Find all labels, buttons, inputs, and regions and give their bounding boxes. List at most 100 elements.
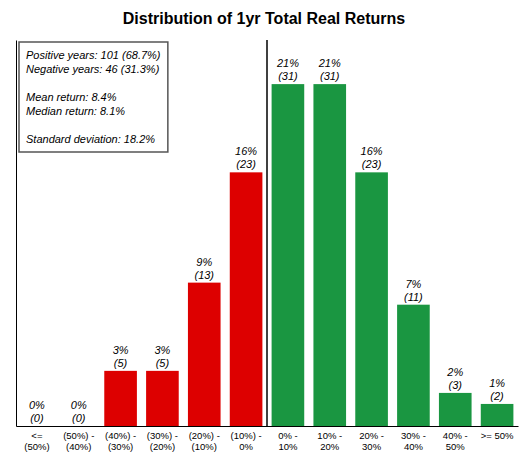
- data-label: 16%(23): [361, 145, 383, 170]
- annotation-text: Positive years: 101 (68.7%) Negative year…: [26, 49, 161, 145]
- bar: [397, 305, 430, 426]
- x-tick-label-line: 30%: [362, 441, 382, 452]
- x-tick-label-line: 30% -: [401, 430, 426, 441]
- x-tick-label-line: (30%) -: [147, 430, 178, 441]
- y-axis-line: [16, 41, 17, 427]
- x-tick-label-line: (50%) -: [63, 430, 94, 441]
- data-label-line: 0%: [29, 399, 45, 411]
- bar: [313, 84, 346, 426]
- x-tick-label-line: (40%): [66, 441, 91, 452]
- data-label: 0%(0): [71, 399, 87, 424]
- x-tick: 0% -10%: [278, 430, 298, 452]
- x-tick: 20% -30%: [359, 430, 384, 452]
- x-tick-label-line: 0% -: [278, 430, 298, 441]
- data-label-line: (2): [490, 390, 504, 402]
- x-tick: (50%) -(40%): [63, 430, 94, 452]
- x-tick-label-line: (20%) -: [189, 430, 220, 441]
- x-tick-label-line: (30%): [108, 441, 133, 452]
- x-tick-label-line: 10% -: [317, 430, 342, 441]
- annotation-line: Standard deviation: 18.2%: [26, 133, 155, 145]
- data-label: 1%(2): [489, 377, 505, 402]
- data-label-line: 9%: [196, 256, 212, 268]
- data-label-line: 3%: [154, 344, 170, 356]
- x-tick-label: 20% -30%: [359, 430, 384, 452]
- y-axis: [16, 41, 17, 427]
- data-label-line: (5): [156, 357, 170, 369]
- bar: [230, 172, 263, 426]
- annotation: Positive years: 101 (68.7%) Negative year…: [19, 42, 168, 152]
- x-axis: <=(50%)(50%) -(40%)(40%) -(30%)(30%) -(2…: [17, 427, 519, 452]
- x-tick-label-line: 10%: [278, 441, 298, 452]
- data-label: 3%(5): [113, 344, 129, 369]
- x-axis-line: [17, 426, 519, 427]
- bar: [272, 84, 305, 426]
- x-tick-label-line: 0%: [239, 441, 253, 452]
- data-label: 9%(13): [194, 256, 214, 281]
- x-tick-label-line: (10%) -: [231, 430, 262, 441]
- x-tick-label-line: 50%: [446, 441, 466, 452]
- data-label-line: 0%: [71, 399, 87, 411]
- data-label-line: (3): [449, 379, 463, 391]
- x-tick-label: 40% -50%: [443, 430, 468, 452]
- data-label-line: (5): [114, 357, 128, 369]
- bar: [104, 371, 137, 426]
- data-label-line: (23): [362, 158, 382, 170]
- x-tick-label: 0% -10%: [278, 430, 298, 452]
- data-label-line: 7%: [405, 278, 421, 290]
- x-tick: >= 50%: [481, 430, 514, 441]
- annotation-box: [19, 42, 168, 152]
- bar: [355, 172, 388, 426]
- x-tick-label: (20%) -(10%): [189, 430, 220, 452]
- x-tick-label: (50%) -(40%): [63, 430, 94, 452]
- x-tick-label-line: (50%): [24, 441, 49, 452]
- annotation-line: Negative years: 46 (31.3%): [26, 63, 160, 75]
- bar: [481, 404, 514, 426]
- data-label: 3%(5): [154, 344, 170, 369]
- data-label-line: (0): [72, 412, 86, 424]
- x-tick-label-line: 40% -: [443, 430, 468, 441]
- divider: [266, 40, 268, 426]
- annotation-line: Positive years: 101 (68.7%): [26, 49, 161, 61]
- x-tick-label: >= 50%: [481, 430, 514, 441]
- data-label: 0%(0): [29, 399, 45, 424]
- data-label-line: (23): [236, 158, 256, 170]
- x-tick: (20%) -(10%): [189, 430, 220, 452]
- chart: Distribution of 1yr Total Real Returns <=…: [0, 0, 528, 468]
- bar: [146, 371, 179, 426]
- x-tick-label-line: (10%): [192, 441, 217, 452]
- title: Distribution of 1yr Total Real Returns: [123, 10, 406, 27]
- bar: [62, 426, 95, 427]
- data-label-line: 3%: [113, 344, 129, 356]
- x-tick: <=(50%): [24, 430, 49, 452]
- x-tick-label: (10%) -0%: [231, 430, 262, 452]
- x-tick: (10%) -0%: [231, 430, 262, 452]
- data-label: 21%(31): [318, 57, 341, 82]
- data-label-line: (31): [320, 70, 340, 82]
- data-label-line: 16%: [235, 145, 257, 157]
- x-tick-label-line: 20% -: [359, 430, 384, 441]
- bar: [188, 283, 221, 426]
- annotation-line: Median return: 8.1%: [26, 105, 125, 117]
- x-tick-label: (40%) -(30%): [105, 430, 136, 452]
- x-tick: 10% -20%: [317, 430, 342, 452]
- data-label-line: (0): [30, 412, 44, 424]
- annotation-line: Mean return: 8.4%: [26, 91, 117, 103]
- x-tick-label: <=(50%): [24, 430, 49, 452]
- x-tick: (30%) -(20%): [147, 430, 178, 452]
- x-tick-label-line: (40%) -: [105, 430, 136, 441]
- data-label: 21%(31): [276, 57, 299, 82]
- data-label-line: 2%: [446, 366, 463, 378]
- x-tick-label: (30%) -(20%): [147, 430, 178, 452]
- x-tick-label: 10% -20%: [317, 430, 342, 452]
- data-label-line: 16%: [361, 145, 383, 157]
- data-label-line: 21%: [318, 57, 341, 69]
- x-tick-label-line: (20%): [150, 441, 175, 452]
- x-tick-label-line: 20%: [320, 441, 340, 452]
- x-tick: (40%) -(30%): [105, 430, 136, 452]
- data-label-line: (31): [278, 70, 298, 82]
- bar: [439, 393, 472, 426]
- data-label-line: 1%: [489, 377, 505, 389]
- data-label-line: (13): [194, 269, 214, 281]
- x-tick-label-line: <=: [31, 430, 43, 441]
- x-tick-label-line: >= 50%: [481, 430, 514, 441]
